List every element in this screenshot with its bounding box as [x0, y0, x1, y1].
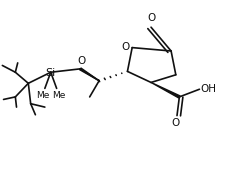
Polygon shape	[79, 68, 99, 81]
Text: O: O	[147, 13, 155, 23]
Text: O: O	[121, 42, 129, 52]
Text: O: O	[172, 118, 180, 128]
Text: OH: OH	[201, 84, 217, 94]
Text: O: O	[77, 56, 85, 66]
Text: Me: Me	[52, 91, 65, 100]
Text: Me: Me	[36, 91, 50, 100]
Polygon shape	[151, 82, 180, 98]
Text: Si: Si	[46, 68, 56, 78]
